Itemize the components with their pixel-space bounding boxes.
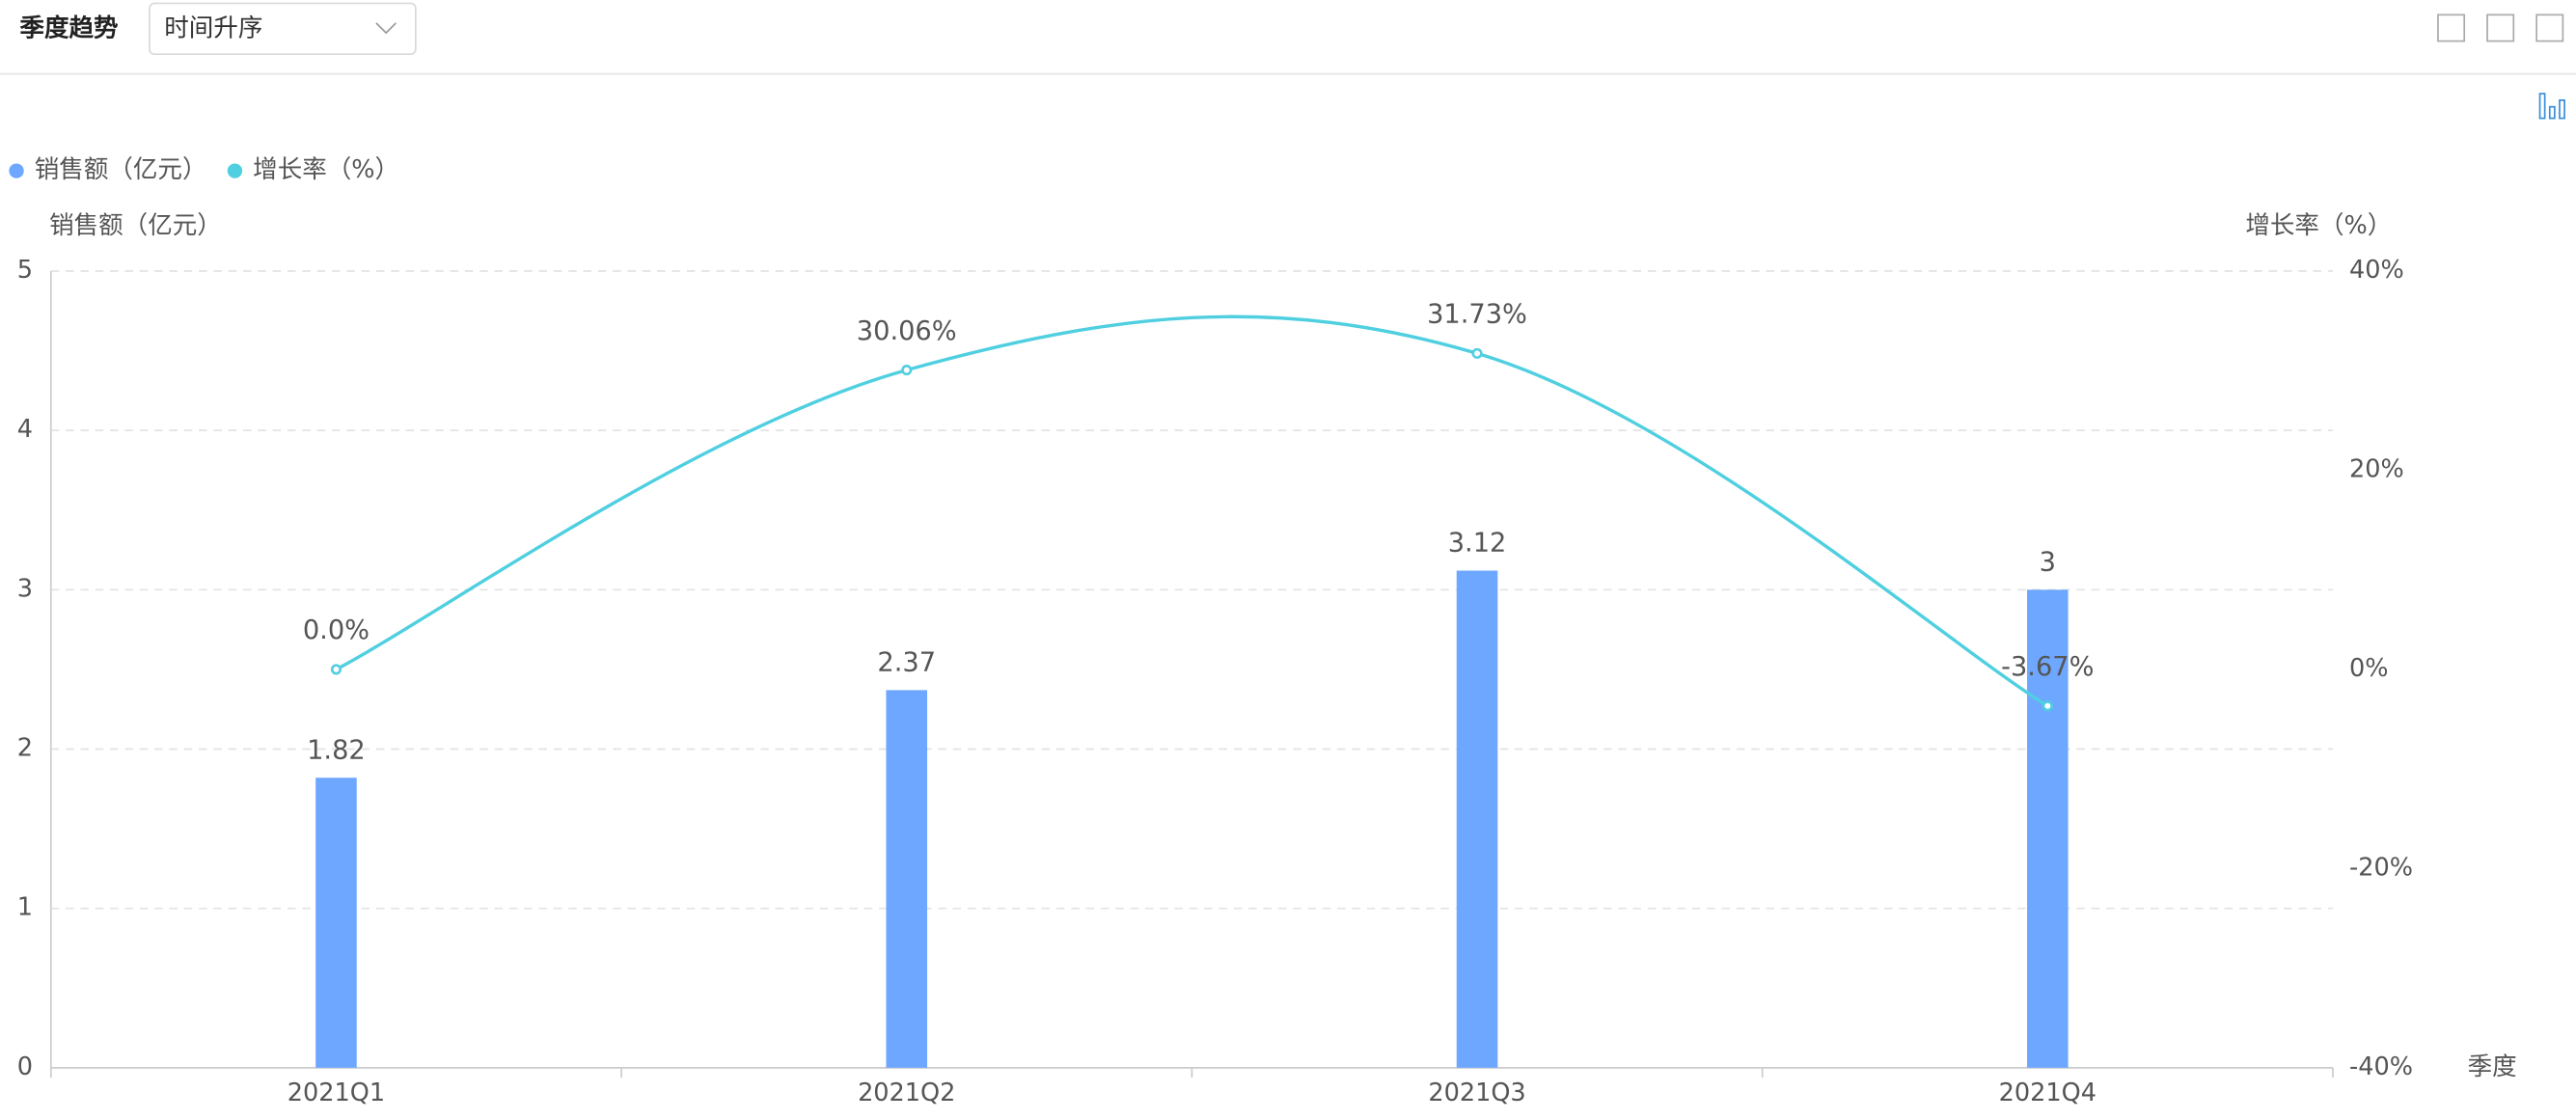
dropdown-arrow (375, 22, 397, 35)
line (335, 314, 2049, 708)
line-point (330, 664, 342, 675)
legend-label: 增长率（%） (253, 155, 399, 184)
line-value-label: -3.67% (2001, 652, 2094, 682)
bar (315, 778, 357, 1068)
y2-tick-label: 0% (2349, 654, 2389, 683)
line-point (901, 365, 913, 376)
line-value-label: 31.73% (1427, 300, 1527, 330)
x-tick-label: 2021Q4 (1999, 1079, 2096, 1107)
bar-value-label: 1.82 (307, 735, 366, 765)
bar-value-label: 2.37 (877, 648, 936, 678)
y2-tick-label: -20% (2349, 853, 2413, 882)
line-value-label: 30.06% (857, 316, 957, 346)
y-axis-title: 销售额（亿元） (49, 211, 222, 240)
legend-label: 销售额（亿元） (35, 155, 207, 184)
bar (886, 690, 928, 1068)
chart-type-icon[interactable] (2538, 93, 2565, 120)
fullscreen-icon[interactable] (2437, 14, 2466, 42)
y2-tick-label: -40% (2349, 1052, 2413, 1081)
y-tick-label: 3 (17, 574, 33, 603)
y-tick-label: 4 (17, 415, 33, 444)
bar (1456, 570, 1498, 1068)
x-axis-title: 季度 (2468, 1052, 2517, 1081)
y2-axis-title: 增长率（%） (2245, 211, 2392, 240)
line-point (1471, 347, 1483, 359)
line-point (2042, 700, 2053, 712)
y-tick-label: 2 (17, 733, 33, 762)
y-tick-label: 0 (17, 1052, 33, 1081)
x-tick-label: 2021Q2 (858, 1079, 955, 1107)
y-tick-label: 5 (17, 256, 33, 285)
share-icon[interactable] (2535, 14, 2564, 42)
x-tick-label: 2021Q1 (288, 1079, 385, 1107)
legend-marker (9, 163, 24, 178)
y-tick-label: 1 (17, 893, 33, 922)
sort-value: 时间升序 (164, 14, 262, 43)
sort-dropdown[interactable] (149, 2, 417, 56)
legend-marker (227, 163, 243, 178)
bar-value-label: 3.12 (1448, 529, 1507, 559)
download-icon[interactable] (2486, 14, 2515, 42)
y2-tick-label: 40% (2349, 256, 2404, 285)
y2-tick-label: 20% (2349, 454, 2404, 483)
bar-value-label: 3 (2040, 548, 2056, 578)
line-value-label: 0.0% (303, 615, 370, 645)
bar (2027, 589, 2069, 1068)
x-tick-label: 2021Q3 (1428, 1079, 1525, 1107)
header-title: 季度趋势 (19, 14, 119, 43)
